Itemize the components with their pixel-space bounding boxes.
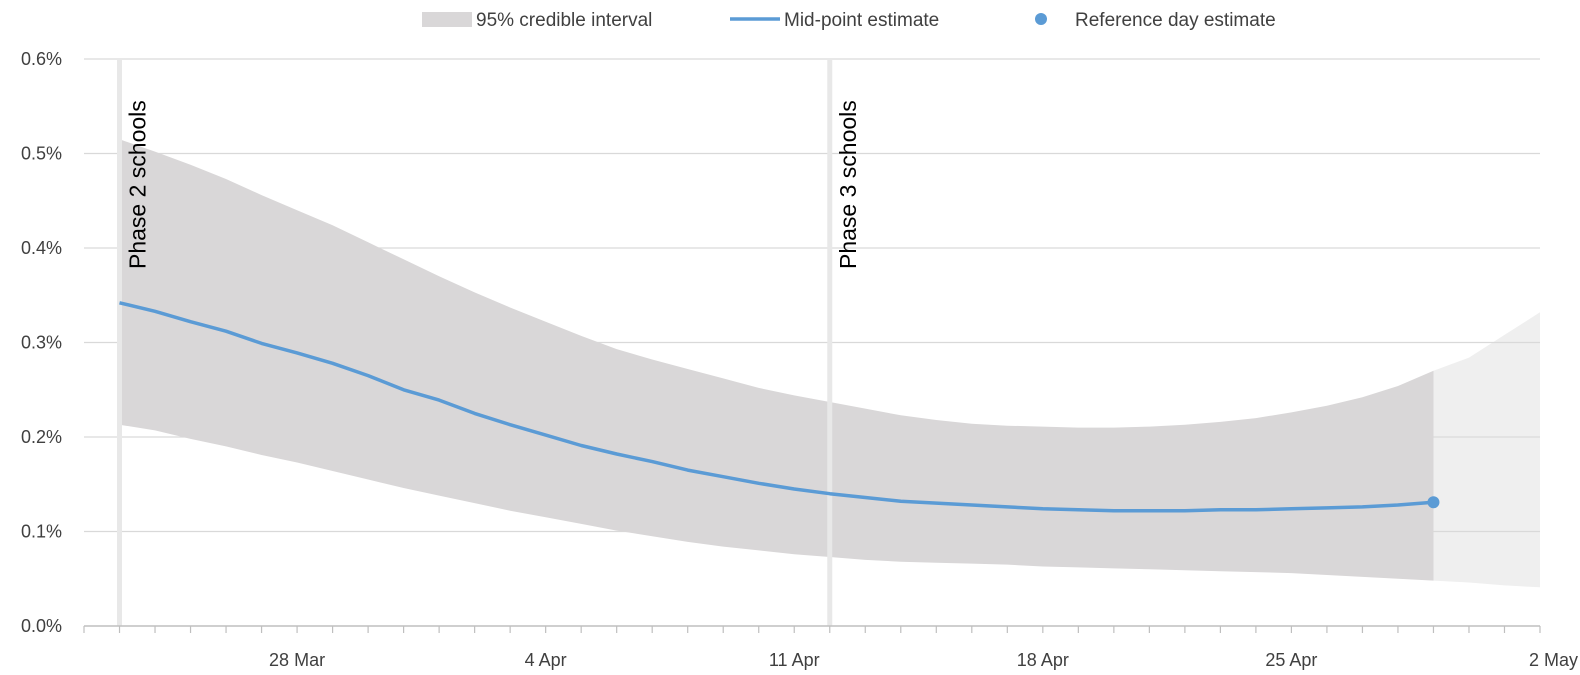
legend: 95% credible interval Mid-point estimate R… <box>422 10 1276 31</box>
y-tick-label-5: 0.5% <box>21 144 62 164</box>
y-tick-label-2: 0.2% <box>21 427 62 447</box>
x-tick-label-2: 11 Apr <box>769 650 820 670</box>
x-axis <box>83 625 1541 633</box>
legend-label-reference-day: Reference day estimate <box>1075 10 1276 31</box>
x-tick-label-1: 4 Apr <box>525 650 567 670</box>
projection-layer <box>1433 312 1540 588</box>
x-tick-label-5: 2 May <box>1529 650 1578 670</box>
legend-label-credible-interval: 95% credible interval <box>476 10 652 31</box>
annotation-label-1: Phase 3 schools <box>835 100 861 269</box>
y-tick-label-0: 0.0% <box>21 616 62 636</box>
y-tick-label-1: 0.1% <box>21 522 62 542</box>
y-axis-tick-labels: 0.0% 0.1% 0.2% 0.3% 0.4% 0.5% 0.6% <box>21 49 62 636</box>
x-tick-label-0: 28 Mar <box>269 650 325 670</box>
mid-point-layer <box>119 301 1440 513</box>
y-tick-label-4: 0.4% <box>21 238 62 258</box>
credible-interval-layer <box>119 139 1434 581</box>
credible-interval-band <box>119 139 1434 581</box>
reference-day-point <box>1427 496 1440 509</box>
mid-point-estimate-line <box>119 301 1434 513</box>
credible-interval-projection-band <box>1433 312 1540 588</box>
y-tick-label-3: 0.3% <box>21 333 62 353</box>
x-axis-tick-labels: 28 Mar 4 Apr 11 Apr 18 Apr 25 Apr 2 May <box>269 650 1578 670</box>
annotation-label-0: Phase 2 schools <box>125 100 151 269</box>
x-tick-label-4: 25 Apr <box>1265 650 1317 670</box>
legend-label-mid-point: Mid-point estimate <box>784 10 939 31</box>
legend-swatch-reference-day <box>1035 13 1047 25</box>
legend-swatch-credible-interval <box>422 12 472 27</box>
annotation-layer: Phase 2 schools Phase 3 schools <box>117 59 861 626</box>
x-tick-label-3: 18 Apr <box>1017 650 1069 670</box>
y-tick-label-6: 0.6% <box>21 49 62 69</box>
